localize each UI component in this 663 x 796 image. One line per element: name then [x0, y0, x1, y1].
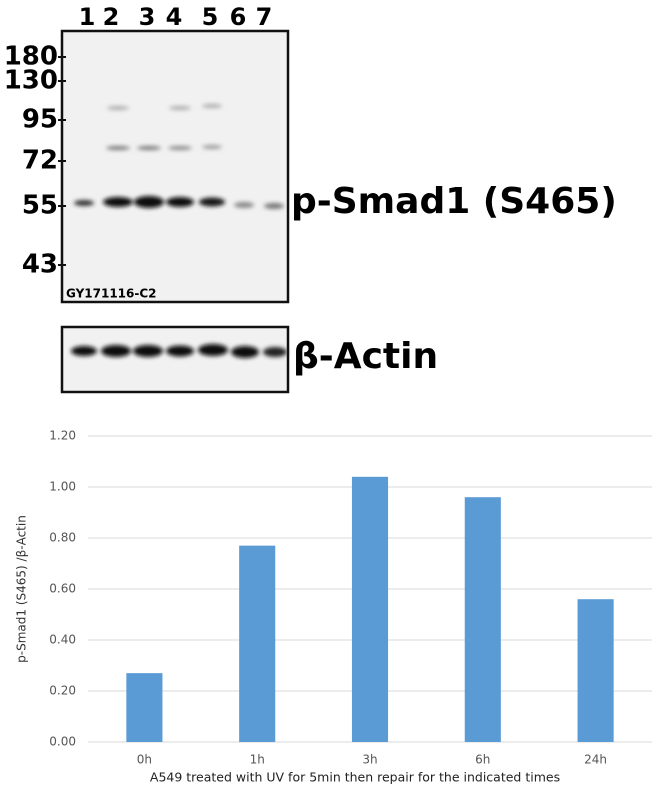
y-tick-label: 0.00 — [49, 735, 76, 749]
actin-panel — [60, 325, 290, 394]
lane-label: 3 — [139, 3, 156, 31]
blot-panel — [60, 29, 290, 304]
actin-bands — [71, 344, 287, 358]
bar — [577, 599, 614, 742]
bar — [126, 673, 163, 742]
lane-label: 1 — [79, 3, 96, 31]
blot-id: GY171116-C2 — [66, 287, 157, 301]
y-axis-label: p-Smad1 (S465) /β-Actin — [15, 515, 29, 663]
y-tick-label: 0.40 — [49, 633, 76, 647]
marker-label: 43 — [22, 250, 58, 280]
marker-label: 130 — [4, 66, 58, 96]
x-tick-label: 6h — [475, 753, 490, 767]
x-tick-label: 3h — [362, 753, 377, 767]
lane-label: 4 — [166, 3, 183, 31]
y-tick-label: 1.00 — [49, 480, 76, 494]
lane-label: 2 — [103, 3, 120, 31]
lane-label: 5 — [202, 3, 219, 31]
bands — [74, 104, 284, 209]
bar — [239, 545, 276, 742]
lane-label: 6 — [230, 3, 247, 31]
x-tick-label: 24h — [584, 753, 607, 767]
x-tick-label: 1h — [250, 753, 265, 767]
bar — [351, 476, 389, 742]
marker-label: 72 — [22, 146, 58, 176]
lane-label: 7 — [256, 3, 273, 31]
y-tick-label: 0.80 — [49, 531, 76, 545]
x-axis-label: A549 treated with UV for 5min then repai… — [150, 770, 560, 785]
marker-label: 95 — [22, 105, 58, 135]
target-label: p-Smad1 (S465) — [291, 181, 617, 222]
y-tick-label: 0.60 — [49, 582, 76, 596]
y-tick-label: 1.20 — [49, 429, 76, 443]
control-label: β-Actin — [293, 336, 438, 377]
marker-label: 180 — [4, 42, 58, 72]
marker-label: 55 — [22, 191, 58, 221]
y-tick-label: 0.20 — [49, 684, 76, 698]
x-tick-label: 0h — [137, 753, 152, 767]
bar — [464, 497, 501, 742]
